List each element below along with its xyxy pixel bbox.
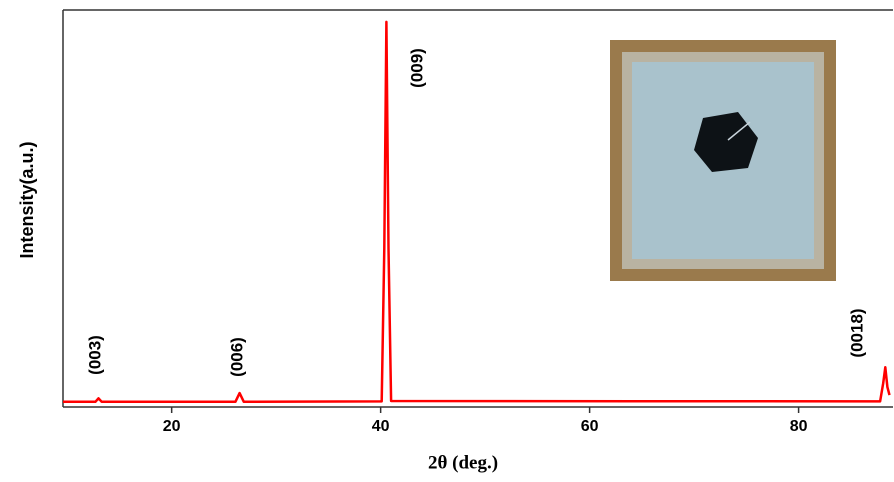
x-tick-label: 80 [790, 418, 808, 435]
x-tick-label: 20 [163, 418, 181, 435]
x-axis-label: 2θ (deg.) [428, 452, 498, 473]
y-axis-label: Intensity(a.u.) [17, 141, 37, 258]
x-tick-label: 40 [372, 418, 390, 435]
peak-label: (009) [407, 48, 426, 88]
xrd-line [63, 20, 891, 404]
inset-photo [610, 40, 836, 281]
peak-label: (0018) [847, 308, 866, 357]
peak-label: (006) [227, 337, 246, 377]
x-tick-label: 60 [581, 418, 599, 435]
peak-label: (003) [85, 335, 104, 375]
